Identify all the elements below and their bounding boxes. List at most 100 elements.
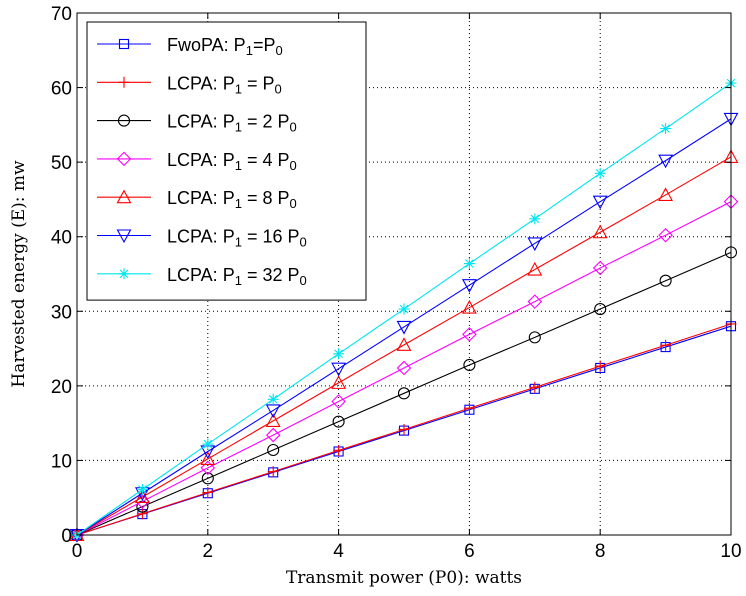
- series-group: [69, 77, 739, 543]
- marker-diamond: [527, 294, 543, 309]
- y-axis-title: Harvested energy (E): mw: [9, 160, 29, 388]
- legend-label: LCPA: P1 = 4 P0: [167, 150, 297, 173]
- series-3: [70, 246, 738, 542]
- marker-star: [333, 348, 345, 360]
- legend-text-part: = 8 P: [242, 188, 290, 208]
- legend-item: LCPA: P1 = 2 P0: [97, 112, 297, 135]
- marker-triangle-up: [658, 187, 674, 202]
- legend-label: LCPA: P1 = 2 P0: [167, 112, 297, 135]
- marker-triangle-up: [592, 224, 608, 239]
- legend-item: FwoPA: P1=P0: [97, 35, 283, 58]
- legend-subscript: 1: [235, 81, 242, 96]
- marker-star: [529, 213, 541, 225]
- marker-plus: [118, 76, 130, 88]
- marker-triangle-down: [116, 229, 132, 244]
- marker-triangle-up: [396, 337, 412, 351]
- marker-plus: [529, 381, 541, 393]
- legend-text-part: =P: [253, 35, 276, 55]
- marker-circle: [117, 114, 131, 127]
- marker-plus: [463, 402, 475, 414]
- legend-text-part: = 16 P: [242, 227, 300, 247]
- legend-text-part: FwoPA: P: [167, 35, 246, 55]
- legend-label: LCPA: P1 = P0: [167, 73, 282, 96]
- legend-subscript: 0: [299, 234, 306, 249]
- marker-star: [398, 303, 410, 315]
- legend-subscript: 1: [246, 43, 253, 58]
- marker-triangle-up: [331, 375, 347, 389]
- legend-item: LCPA: P1 = 8 P0: [97, 188, 297, 211]
- marker-diamond: [265, 427, 281, 443]
- marker-triangle-down: [331, 362, 347, 377]
- marker-plus: [333, 444, 345, 456]
- y-tick-label: 10: [51, 451, 72, 472]
- legend-subscript: 1: [235, 196, 242, 211]
- legend-subscript: 0: [274, 81, 281, 96]
- y-tick-label: 20: [51, 377, 72, 398]
- legend-label: LCPA: P1 = 32 P0: [167, 265, 307, 288]
- marker-triangle-down: [658, 154, 674, 169]
- legend-box: [86, 21, 367, 301]
- legend-text-part: LCPA: P: [167, 150, 235, 170]
- y-tick-label: 30: [51, 302, 72, 323]
- marker-circle: [594, 302, 607, 316]
- y-tick-label: 50: [51, 153, 72, 174]
- marker-star: [463, 258, 475, 270]
- y-tick-label: 60: [51, 79, 72, 100]
- legend-text-part: = 32 P: [242, 265, 300, 285]
- y-tick-label: 70: [51, 4, 72, 25]
- series-line: [76, 251, 732, 536]
- legend-text-part: LCPA: P: [167, 227, 235, 247]
- marker-triangle-down: [396, 320, 412, 335]
- x-tick-label: 8: [595, 541, 606, 562]
- legend-label: LCPA: P1 = 16 P0: [167, 227, 307, 250]
- legend-subscript: 1: [235, 158, 242, 173]
- x-tick-label: 0: [72, 541, 83, 562]
- marker-diamond: [462, 327, 477, 342]
- marker-plus: [398, 423, 410, 435]
- marker-plus: [136, 508, 148, 520]
- legend-item: LCPA: P1 = 16 P0: [97, 227, 307, 250]
- marker-star: [118, 268, 130, 280]
- legend-subscript: 0: [289, 158, 296, 173]
- marker-star: [594, 167, 606, 179]
- legend-subscript: 1: [235, 273, 242, 288]
- legend-text-part: LCPA: P: [167, 265, 235, 285]
- marker-circle: [397, 387, 411, 400]
- marker-circle: [659, 274, 672, 287]
- legend-item: LCPA: P1 = 32 P0: [97, 265, 307, 288]
- marker-plus: [267, 466, 279, 478]
- legend-text-part: = 2 P: [242, 112, 290, 132]
- marker-plus: [594, 360, 606, 372]
- marker-plus: [202, 486, 214, 498]
- legend-item: LCPA: P1 = P0: [97, 73, 282, 96]
- legend-item: LCPA: P1 = 4 P0: [97, 150, 297, 173]
- marker-triangle-up: [527, 261, 543, 276]
- marker-triangle-up: [116, 189, 132, 204]
- marker-triangle-up: [461, 299, 477, 314]
- legend-text-part: LCPA: P: [167, 112, 235, 132]
- marker-triangle-up: [134, 489, 150, 504]
- series-line: [76, 156, 732, 536]
- marker-triangle-down: [265, 404, 281, 419]
- marker-plus: [660, 339, 672, 351]
- marker-circle: [463, 358, 476, 372]
- axes-frame: [76, 12, 732, 536]
- series-line: [76, 201, 732, 536]
- x-tick-label: 6: [464, 541, 475, 562]
- legend-text-part: LCPA: P: [167, 73, 235, 93]
- legend-subscript: 1: [235, 119, 242, 134]
- marker-triangle-down: [461, 279, 477, 293]
- legend-subscript: 1: [235, 234, 242, 249]
- y-tick-label: 40: [51, 228, 72, 249]
- marker-star: [267, 393, 279, 405]
- x-tick-label: 10: [720, 541, 741, 562]
- legend-subscript: 0: [299, 273, 306, 288]
- marker-square: [118, 38, 130, 50]
- legend-text-part: = P: [242, 73, 275, 93]
- legend-text-part: LCPA: P: [167, 188, 235, 208]
- marker-diamond: [592, 260, 608, 276]
- x-tick-label: 4: [333, 541, 344, 562]
- legend-label: LCPA: P1 = 8 P0: [167, 188, 297, 211]
